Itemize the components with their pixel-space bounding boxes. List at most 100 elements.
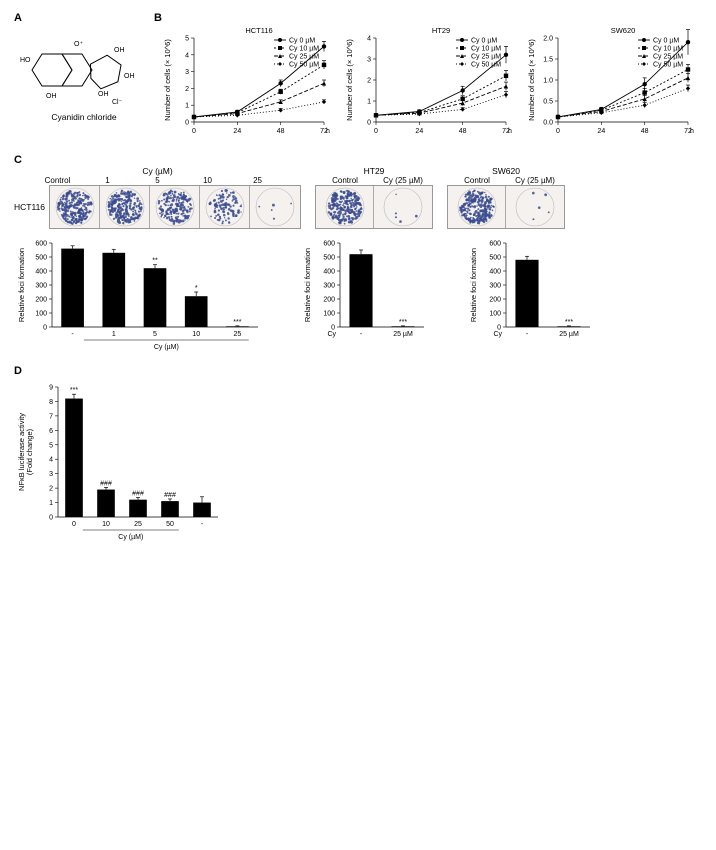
assay-well [200, 186, 250, 228]
well-condition-label: 25 [233, 176, 283, 185]
svg-text:48: 48 [277, 128, 285, 135]
svg-text:600: 600 [489, 241, 501, 248]
svg-text:Cy 50 µM: Cy 50 µM [471, 62, 501, 69]
panel-c-label: C [14, 154, 702, 166]
chemical-structure: HO OH O⁺ OH OH OH Cl⁻ Cyanidin chloride [14, 30, 154, 122]
svg-text:7: 7 [49, 413, 53, 420]
well-condition-label: Control [33, 176, 83, 185]
svg-text:***: *** [399, 319, 407, 326]
svg-text:h: h [690, 128, 694, 135]
well-group: SW620ControlCy (25 µM) [447, 166, 565, 229]
assay-well [50, 186, 100, 228]
svg-text:200: 200 [489, 297, 501, 304]
svg-text:3: 3 [185, 69, 189, 76]
bar-chart: 0100200300400500600Relative foci formati… [14, 233, 264, 353]
svg-text:###: ### [100, 480, 112, 487]
well-group: HT29ControlCy (25 µM) [315, 166, 433, 229]
panel-b-label: B [154, 12, 702, 24]
svg-text:4: 4 [185, 52, 189, 59]
svg-text:10: 10 [102, 521, 110, 528]
svg-text:1.0: 1.0 [543, 78, 553, 85]
well-header: Cy (µM) [33, 166, 283, 176]
svg-text:3: 3 [49, 471, 53, 478]
svg-text:(Fold change): (Fold change) [25, 428, 34, 475]
svg-text:500: 500 [35, 255, 47, 262]
svg-text:Relative foci formation: Relative foci formation [303, 248, 312, 322]
svg-text:2: 2 [367, 78, 371, 85]
svg-text:5: 5 [49, 442, 53, 449]
foci-bar-ht29: 0100200300400500600Relative foci formati… [300, 233, 430, 355]
svg-text:25 µM: 25 µM [393, 331, 413, 338]
svg-text:25: 25 [234, 331, 242, 338]
svg-text:Number of cells (× 10^6): Number of cells (× 10^6) [163, 39, 172, 121]
well-condition-label: 1 [83, 176, 133, 185]
svg-text:***: *** [233, 319, 241, 326]
svg-text:9: 9 [49, 385, 53, 392]
svg-text:600: 600 [35, 241, 47, 248]
svg-text:OH: OH [98, 91, 109, 98]
svg-text:0.5: 0.5 [543, 99, 553, 106]
svg-text:Cl⁻: Cl⁻ [112, 99, 123, 106]
svg-text:**: ** [152, 258, 158, 265]
panel-b: B 0123450244872hNumber of cells (× 10^6)… [154, 12, 702, 144]
row-label: HCT116 [14, 202, 45, 212]
svg-text:-: - [526, 331, 529, 338]
svg-text:###: ### [164, 492, 176, 499]
svg-text:400: 400 [489, 269, 501, 276]
svg-text:Cy 0 µM: Cy 0 µM [653, 38, 679, 45]
chem-caption: Cyanidin chloride [14, 112, 154, 122]
growth-chart: 0.00.51.01.52.00244872hNumber of cells (… [524, 24, 694, 144]
svg-text:300: 300 [35, 283, 47, 290]
well-condition-label: Cy (25 µM) [506, 176, 564, 185]
svg-text:HT29: HT29 [432, 26, 450, 35]
svg-text:Cy (µM): Cy (µM) [118, 534, 143, 541]
svg-text:5: 5 [153, 331, 157, 338]
svg-text:HO: HO [20, 57, 31, 64]
svg-text:48: 48 [459, 128, 467, 135]
svg-text:25: 25 [134, 521, 142, 528]
svg-text:0: 0 [192, 128, 196, 135]
svg-text:Cy: Cy [327, 331, 336, 338]
svg-text:0.0: 0.0 [543, 120, 553, 127]
svg-text:OH: OH [124, 73, 134, 80]
svg-text:Cy 25 µM: Cy 25 µM [653, 54, 683, 61]
svg-text:SW620: SW620 [611, 26, 636, 35]
svg-text:OH: OH [46, 93, 57, 100]
svg-text:100: 100 [35, 311, 47, 318]
assay-well [100, 186, 150, 228]
svg-text:-: - [201, 521, 204, 528]
svg-text:Cy 0 µM: Cy 0 µM [289, 38, 315, 45]
well-group-title: HT29 [364, 166, 385, 176]
svg-text:200: 200 [35, 297, 47, 304]
svg-text:-: - [360, 331, 363, 338]
svg-text:0: 0 [185, 120, 189, 127]
svg-text:Cy 10 µM: Cy 10 µM [653, 46, 683, 53]
svg-text:3: 3 [367, 57, 371, 64]
svg-text:*: * [195, 285, 198, 292]
svg-text:1: 1 [367, 99, 371, 106]
svg-text:400: 400 [35, 269, 47, 276]
svg-text:1.5: 1.5 [543, 57, 553, 64]
svg-text:OH: OH [114, 47, 125, 54]
well-condition-label: Cy (25 µM) [374, 176, 432, 185]
assay-well [150, 186, 200, 228]
svg-text:24: 24 [597, 128, 605, 135]
svg-text:2: 2 [49, 486, 53, 493]
growth-chart: 0123450244872hNumber of cells (× 10^6)HC… [160, 24, 330, 144]
svg-text:600: 600 [323, 241, 335, 248]
well-group: Cy (µM)Control151025HCT116 [14, 166, 301, 229]
panel-c: C Cy (µM)Control151025HCT116HT29ControlC… [14, 154, 702, 355]
svg-text:300: 300 [323, 283, 335, 290]
svg-text:Cy 50 µM: Cy 50 µM [289, 62, 319, 69]
bar-chart: 0100200300400500600Relative foci formati… [466, 233, 596, 353]
svg-text:2.0: 2.0 [543, 36, 553, 43]
svg-text:h: h [326, 128, 330, 135]
svg-text:Relative foci formation: Relative foci formation [469, 248, 478, 322]
svg-text:Cy 10 µM: Cy 10 µM [471, 46, 501, 53]
svg-text:***: *** [70, 387, 78, 394]
svg-text:24: 24 [233, 128, 241, 135]
svg-text:Cy (µM): Cy (µM) [154, 344, 179, 351]
svg-text:200: 200 [323, 297, 335, 304]
svg-text:Relative foci formation: Relative foci formation [17, 248, 26, 322]
panel-a-label: A [14, 12, 154, 24]
